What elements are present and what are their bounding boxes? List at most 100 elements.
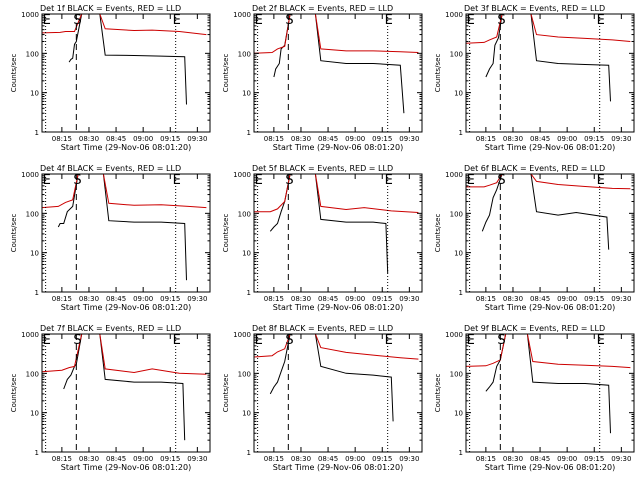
marker-label: S	[285, 173, 293, 188]
x-tick-label: 09:15	[160, 295, 180, 303]
series-line-lld	[42, 14, 207, 36]
plot-frame	[253, 333, 423, 453]
x-tick-label: 08:30	[79, 295, 99, 303]
marker-label: S	[285, 333, 293, 348]
series-line-lld	[466, 14, 631, 44]
y-tick-label: 100	[26, 50, 39, 58]
x-tick-label: 09:00	[345, 135, 365, 143]
x-tick-label: 08:30	[503, 295, 523, 303]
y-axis-label: Counts/sec	[434, 374, 442, 413]
x-tick-label: 08:45	[318, 455, 338, 463]
y-axis-label: Counts/sec	[10, 374, 18, 413]
x-tick-label: 09:00	[345, 295, 365, 303]
plot-frame	[465, 333, 635, 453]
series-line-events	[269, 174, 389, 274]
y-tick-label: 1000	[445, 171, 463, 179]
x-tick-label: 08:45	[318, 135, 338, 143]
x-tick-label: 09:15	[372, 295, 392, 303]
plot-frame	[253, 13, 423, 133]
chart-title: Det 8f BLACK = Events, RED = LLD	[252, 324, 393, 333]
plot-frame	[465, 13, 635, 133]
x-axis-label: Start Time (29-Nov-06 08:01:20)	[61, 303, 191, 312]
y-tick-label: 100	[450, 210, 463, 218]
x-axis-label: Start Time (29-Nov-06 08:01:20)	[61, 143, 191, 152]
plot-frame	[41, 173, 211, 293]
x-tick-label: 09:30	[399, 455, 419, 463]
y-tick-label: 1000	[445, 331, 463, 339]
y-tick-label: 100	[238, 50, 251, 58]
y-tick-label: 1	[247, 449, 251, 457]
marker-label: E	[597, 13, 605, 28]
x-axis-label: Start Time (29-Nov-06 08:01:20)	[61, 463, 191, 472]
x-tick-label: 08:45	[530, 455, 550, 463]
chart-title: Det 6f BLACK = Events, RED = LLD	[464, 164, 605, 173]
marker-label: S	[73, 333, 81, 348]
marker-label: E	[467, 173, 475, 188]
series-line-lld	[254, 174, 419, 213]
marker-label: E	[43, 333, 51, 348]
chart-title: Det 1f BLACK = Events, RED = LLD	[40, 4, 181, 13]
x-axis-label: Start Time (29-Nov-06 08:01:20)	[485, 303, 615, 312]
y-axis-label: Counts/sec	[434, 54, 442, 93]
series-line-events	[485, 14, 611, 102]
marker-label: S	[285, 13, 293, 28]
x-tick-label: 08:15	[264, 135, 284, 143]
series-line-events	[481, 174, 610, 250]
x-tick-label: 08:15	[52, 295, 72, 303]
x-tick-label: 09:30	[187, 455, 207, 463]
y-tick-label: 1	[35, 449, 39, 457]
y-tick-label: 10	[30, 410, 39, 418]
series-line-events	[68, 14, 187, 105]
series-line-events	[57, 174, 187, 281]
marker-label: S	[73, 173, 81, 188]
marker-label: E	[43, 13, 51, 28]
x-tick-label: 09:00	[557, 455, 577, 463]
y-tick-label: 100	[238, 370, 251, 378]
x-tick-label: 08:15	[52, 455, 72, 463]
y-tick-label: 1	[247, 129, 251, 137]
x-tick-label: 08:30	[503, 455, 523, 463]
chart-title: Det 3f BLACK = Events, RED = LLD	[464, 4, 605, 13]
x-tick-label: 09:15	[160, 135, 180, 143]
y-tick-label: 1	[35, 129, 39, 137]
x-tick-label: 09:15	[372, 455, 392, 463]
plot-frame	[253, 173, 423, 293]
chart-title: Det 4f BLACK = Events, RED = LLD	[40, 164, 181, 173]
marker-label: S	[497, 173, 505, 188]
y-tick-label: 1	[459, 289, 463, 297]
y-axis-label: Counts/sec	[10, 214, 18, 253]
y-tick-label: 10	[242, 90, 251, 98]
x-tick-label: 09:00	[557, 295, 577, 303]
marker-label: E	[43, 173, 51, 188]
chart-title: Det 2f BLACK = Events, RED = LLD	[252, 4, 393, 13]
marker-label: S	[497, 13, 505, 28]
x-tick-label: 08:15	[264, 455, 284, 463]
marker-label: E	[467, 13, 475, 28]
x-axis-label: Start Time (29-Nov-06 08:01:20)	[485, 143, 615, 152]
x-tick-label: 09:15	[584, 295, 604, 303]
y-tick-label: 10	[242, 410, 251, 418]
marker-label: E	[173, 333, 181, 348]
series-line-lld	[42, 174, 207, 209]
x-tick-label: 08:30	[291, 455, 311, 463]
y-axis-label: Counts/sec	[222, 54, 230, 93]
x-axis-label: Start Time (29-Nov-06 08:01:20)	[485, 463, 615, 472]
y-tick-label: 1000	[233, 331, 251, 339]
marker-label: E	[385, 333, 393, 348]
y-tick-label: 1000	[233, 11, 251, 19]
series-line-events	[485, 334, 611, 434]
y-tick-label: 1000	[233, 171, 251, 179]
series-line-events	[269, 334, 394, 422]
x-tick-label: 09:00	[133, 455, 153, 463]
chart-title: Det 9f BLACK = Events, RED = LLD	[464, 324, 605, 333]
y-tick-label: 1	[459, 129, 463, 137]
